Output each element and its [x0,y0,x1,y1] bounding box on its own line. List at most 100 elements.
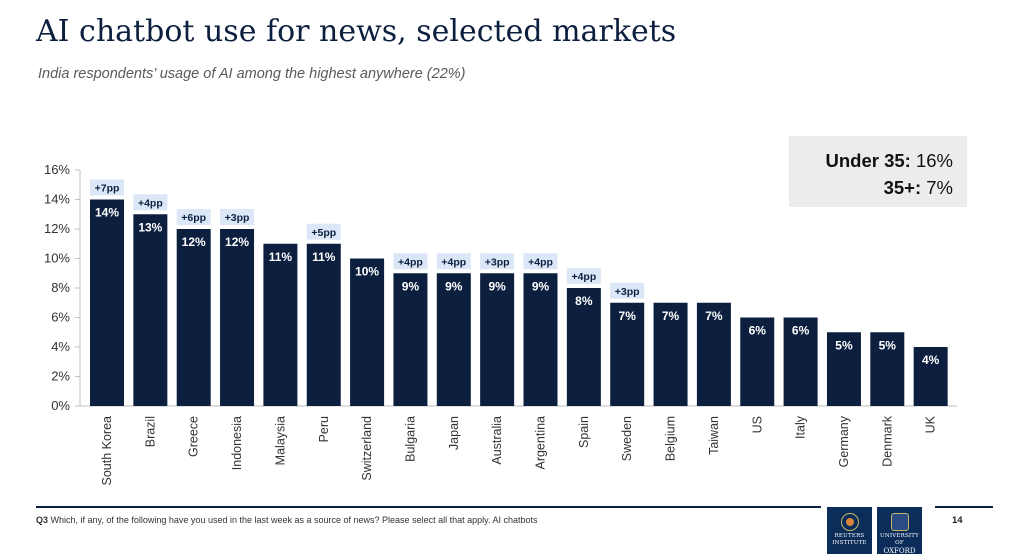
change-badge [306,223,341,240]
bar-value-label: 12% [182,235,206,249]
bar-value-label: 4% [922,353,940,367]
x-tick-label: US [750,416,764,433]
oxford-university-logo: UNIVERSITY OF OXFORD [877,507,922,555]
reuters-emblem-icon [840,513,859,531]
bar-value-label: 13% [138,220,162,234]
bar [306,243,341,406]
bar-value-label: 11% [269,250,293,264]
x-tick-label: Denmark [880,415,894,466]
reuters-institute-logo: REUTERS INSTITUTE [827,507,872,554]
callout-line-under-35: Under 35: 16% [789,147,954,174]
change-badge [176,209,211,225]
bar-value-label: 14% [95,206,119,220]
bar [263,243,298,406]
y-tick-label: 12% [44,221,70,236]
callout-35-plus-label: 35+: [883,177,922,198]
x-tick-label: Greece [187,416,201,457]
bar [783,317,818,406]
y-tick-label: 16% [44,162,70,177]
bar-value-label: 12% [225,235,249,249]
page-number: 14 [952,515,963,526]
x-tick-label: UK [924,415,938,433]
callout-under-35-value: 16% [915,150,953,171]
y-tick-label: 4% [51,339,70,354]
change-badge-label: +4pp [571,271,596,283]
bar-value-label: 9% [402,279,420,293]
change-badge [133,194,168,211]
bar-value-label: 9% [488,279,506,293]
x-tick-label: South Korea [100,416,114,486]
bar [913,347,948,406]
y-tick-label: 8% [51,280,70,295]
change-badge-label: +3pp [485,256,510,268]
bar-value-label: 9% [532,279,550,293]
x-tick-label: Bulgaria [403,416,417,462]
bar [350,258,385,406]
x-tick-label: Australia [490,416,504,465]
question-id: Q3 [36,515,49,525]
bar [133,214,168,406]
bar [176,229,211,406]
bar-value-label: 6% [749,324,767,338]
callout-line-35-plus: 35+: 7% [789,174,953,201]
bar-value-label: 11% [312,250,336,264]
change-badge-label: +4pp [398,256,423,268]
change-badge-label: +5pp [311,227,336,239]
bar-value-label: 9% [445,279,463,293]
change-badge [566,268,601,284]
callout-under-35-label: Under 35: [825,150,911,171]
oxford-logo-line1: UNIVERSITY OF [880,533,919,546]
callout-35-plus-value: 7% [926,177,953,198]
y-tick-label: 14% [44,192,70,207]
bar-chart: 0% 2% 4% 6% 8% 10% 12% 14% 16% 14% +7pp South Korea… [44,162,957,486]
bar [610,302,645,406]
bar [480,273,515,406]
bar-value-label: 8% [575,294,593,308]
chart-subtitle: India respondents’ usage of AI among the… [38,66,466,82]
bar-value-label: 10% [355,265,379,279]
bar [653,302,688,406]
oxford-logo-line2: OXFORD [883,547,916,555]
x-tick-label: Taiwan [707,416,721,455]
bar-value-label: 7% [705,309,723,323]
x-tick-label: Indonesia [230,416,244,470]
bar-value-label: 6% [792,324,810,338]
bar [740,317,775,406]
change-badge [523,253,558,270]
change-badge-label: +6pp [181,212,206,224]
bar [436,273,471,406]
change-badge-label: +3pp [615,286,640,298]
y-tick-label: 6% [51,310,70,325]
bar-value-label: 7% [619,309,637,323]
bar-value-label: 5% [835,338,853,352]
y-tick-label: 0% [51,398,70,413]
x-tick-label: Brazil [143,416,157,447]
footer-divider [36,506,821,508]
x-tick-label: Malaysia [273,416,287,465]
question-text: Which, if any, of the following have you… [50,515,538,525]
bar [566,288,601,406]
reuters-logo-line1: REUTERS [834,533,865,539]
bar [696,302,731,406]
bar [523,273,558,406]
change-badge [610,282,645,299]
survey-question-footnote: Q3 Which, if any, of the following have … [36,515,537,525]
bar [870,332,905,406]
x-tick-label: Peru [317,416,331,442]
change-badge [220,209,255,225]
x-tick-label: Argentina [534,416,548,470]
x-tick-label: Spain [577,416,591,448]
bar [393,273,428,406]
reuters-logo-line2: INSTITUTE [832,540,867,546]
x-tick-label: Japan [447,416,461,450]
bar [826,332,861,406]
change-badge-label: +4pp [528,256,553,268]
oxford-crest-icon [890,513,909,531]
age-callout-box: Under 35: 16% 35+: 7% [789,136,967,207]
y-tick-label: 2% [51,369,70,384]
bar [90,199,124,406]
bar-value-label: 7% [662,309,680,323]
change-badge [90,179,124,196]
chart-title: AI chatbot use for news, selected market… [36,14,677,49]
y-tick-label: 10% [44,251,70,266]
